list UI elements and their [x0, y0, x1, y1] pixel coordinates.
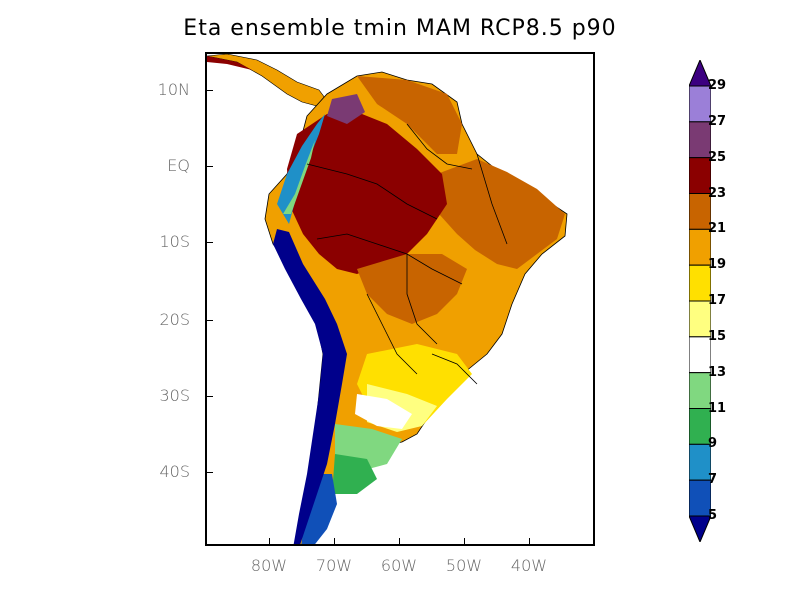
lon-tick [529, 538, 530, 546]
lon-label-60w: 60W [380, 556, 418, 575]
lat-label-20s: 20S [159, 310, 190, 329]
colorbar-label: 7 [708, 472, 718, 488]
lat-label-10n: 10N [157, 80, 190, 99]
lat-tick [205, 320, 213, 321]
lon-label-70w: 70W [315, 556, 353, 575]
lon-label-50w: 50W [445, 556, 483, 575]
lon-tick [399, 538, 400, 546]
colorbar-label: 19 [708, 257, 727, 273]
lon-tick [334, 538, 335, 546]
lat-tick [205, 396, 213, 397]
central-america-warm [207, 56, 252, 70]
venezuela-hotspot [327, 94, 365, 124]
lon-tick [464, 538, 465, 546]
colorbar-label: 11 [708, 400, 727, 416]
colorbar-label: 9 [708, 436, 718, 452]
lat-label-eq: EQ [167, 156, 190, 175]
country-borders [306, 123, 508, 385]
lon-label-80w: 80W [250, 556, 288, 575]
north-coast-region [357, 76, 462, 154]
northern-andes [277, 114, 325, 224]
amazon-region [287, 112, 447, 274]
lat-tick [205, 242, 213, 243]
colorbar-label: 29 [708, 78, 727, 93]
lon-tick [269, 538, 270, 546]
andes-cold-strip [273, 229, 347, 544]
colorbar [689, 60, 711, 542]
map-title: Eta ensemble tmin MAM RCP8.5 p90 [183, 16, 617, 41]
colorbar-label: 15 [708, 328, 727, 344]
lat-label-30s: 30S [159, 386, 190, 405]
colorbar-label: 21 [708, 221, 727, 237]
lat-label-40s: 40S [159, 462, 190, 481]
patagonia-mid [332, 454, 377, 494]
colorbar-label: 17 [708, 293, 727, 308]
colorbar-label: 5 [708, 508, 718, 523]
colorbar-label: 25 [708, 149, 727, 165]
central-west-region [357, 254, 467, 324]
colorbar-bottom-arrow [689, 515, 711, 542]
lat-tick [205, 166, 213, 167]
colorbar-label: 23 [708, 185, 727, 201]
south-america-map [207, 54, 568, 544]
lat-label-10s: 10S [159, 232, 190, 251]
lat-tick [205, 472, 213, 473]
colorbar-label: 27 [708, 113, 727, 129]
colorbar-label: 13 [708, 364, 727, 380]
lat-tick [205, 90, 213, 91]
northeast-region [437, 159, 565, 269]
lon-label-40w: 40W [510, 556, 548, 575]
map-panel [205, 52, 595, 546]
pampas-white [355, 394, 412, 429]
